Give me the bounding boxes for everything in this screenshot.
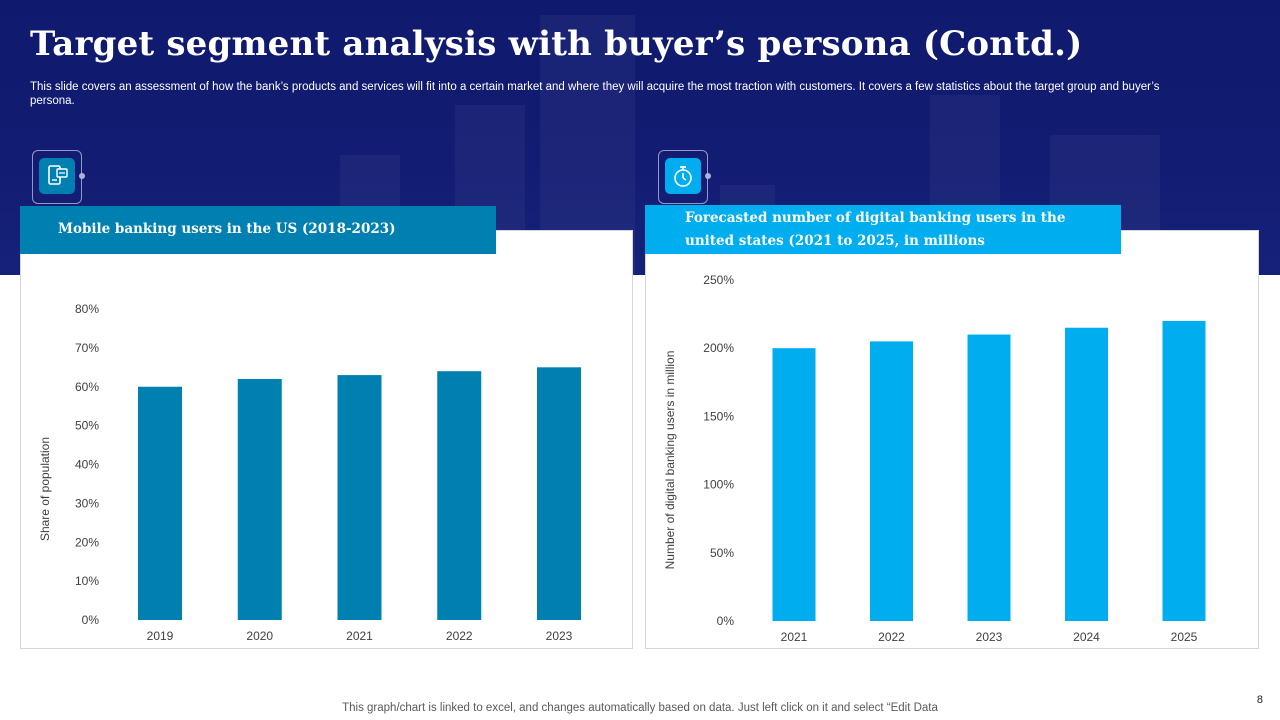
y-axis-ticks: 0% 10% 20% 30% 40% 50% 60% 70% 80% <box>75 302 99 627</box>
x-tick-label: 2019 <box>147 629 174 643</box>
bar-2022[interactable] <box>437 371 482 620</box>
y-tick-label: 200% <box>703 341 734 355</box>
y-tick-label: 20% <box>75 535 99 549</box>
y-tick-label: 150% <box>703 409 734 423</box>
connector-dot <box>705 173 711 179</box>
y-axis-ticks: 0% 50% 100% 150% 200% 250% <box>703 273 734 628</box>
slide-subtitle: This slide covers an assessment of how t… <box>30 81 1160 107</box>
chart-panel-mobile-banking[interactable]: Share of population 0% 10% 20% 30% 40% 50% 60%… <box>20 230 633 649</box>
chart-header-digital-banking: Forecasted number of digital banking use… <box>645 205 1121 254</box>
y-tick-label: 40% <box>75 458 99 472</box>
y-tick-label: 50% <box>710 546 734 560</box>
y-tick-label: 70% <box>75 341 99 355</box>
digital-banking-chart[interactable]: Number of digital banking users in milli… <box>646 231 1258 648</box>
stopwatch-icon <box>665 158 701 194</box>
bar-2025[interactable] <box>1162 320 1206 621</box>
mobile-banking-chart[interactable]: Share of population 0% 10% 20% 30% 40% 50% 60%… <box>21 231 632 648</box>
connector-dot <box>79 173 85 179</box>
stopwatch-icon-frame <box>658 150 711 204</box>
bar-2024[interactable] <box>1065 327 1108 621</box>
bar-2023[interactable] <box>967 334 1011 621</box>
x-tick-label: 2024 <box>1073 630 1100 644</box>
x-tick-label: 2020 <box>246 629 273 643</box>
slide-title: Target segment analysis with buyer’s per… <box>30 24 1083 64</box>
y-axis-label: Number of digital banking users in milli… <box>663 351 677 570</box>
x-tick-label: 2021 <box>346 629 373 643</box>
y-tick-label: 100% <box>703 478 734 492</box>
bar-2019[interactable] <box>138 386 182 620</box>
y-tick-label: 0% <box>82 613 100 627</box>
y-tick-label: 250% <box>703 273 734 287</box>
bar-2021[interactable] <box>772 348 816 621</box>
x-tick-label: 2023 <box>976 630 1003 644</box>
y-tick-label: 80% <box>75 302 99 316</box>
chart-header-mobile-banking: Mobile banking users in the US (2018-202… <box>20 206 496 254</box>
mobile-banking-icon-frame <box>32 150 85 204</box>
y-tick-label: 50% <box>75 419 99 433</box>
mobile-banking-icon <box>39 158 75 194</box>
bar-2020[interactable] <box>237 378 282 620</box>
bar-2021[interactable] <box>337 375 382 620</box>
x-tick-label: 2025 <box>1171 630 1198 644</box>
y-tick-label: 0% <box>717 614 735 628</box>
footer-note: This graph/chart is linked to excel, and… <box>342 702 938 714</box>
chart-panel-digital-banking[interactable]: Number of digital banking users in milli… <box>645 230 1259 649</box>
x-axis-ticks: 2019 2020 2021 2022 2023 <box>147 629 573 643</box>
page-number: 8 <box>1256 694 1263 706</box>
y-axis-label: Share of population <box>38 437 52 541</box>
y-tick-label: 30% <box>75 496 99 510</box>
bar-series[interactable] <box>772 320 1206 621</box>
bar-2022[interactable] <box>870 341 913 621</box>
bar-series[interactable] <box>138 367 581 620</box>
x-tick-label: 2022 <box>878 630 905 644</box>
x-axis-ticks: 2021 2022 2023 2024 2025 <box>781 630 1198 644</box>
chart-title-mobile-banking: Mobile banking users in the US (2018-202… <box>58 221 396 237</box>
x-tick-label: 2021 <box>781 630 808 644</box>
y-tick-label: 60% <box>75 380 99 394</box>
x-tick-label: 2023 <box>546 629 573 643</box>
chart-title-digital-banking: Forecasted number of digital banking use… <box>685 210 1066 249</box>
bar-2023[interactable] <box>537 367 581 620</box>
x-tick-label: 2022 <box>446 629 473 643</box>
y-tick-label: 10% <box>75 574 99 588</box>
